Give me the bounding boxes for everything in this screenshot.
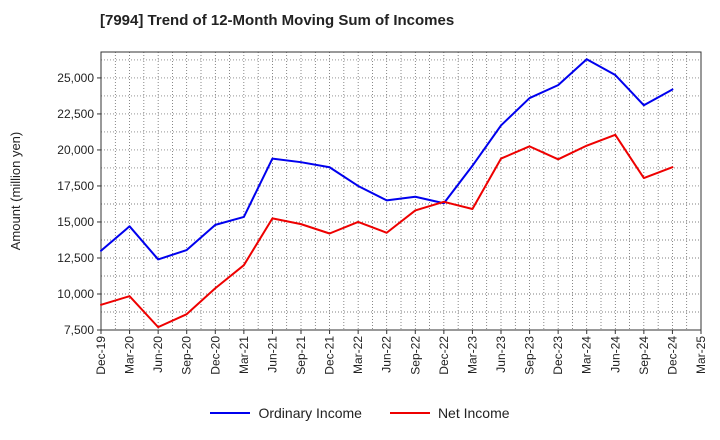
y-tick-label: 7,500: [64, 323, 94, 337]
y-tick-label: 10,000: [57, 287, 94, 301]
x-tick-label: Jun-22: [380, 336, 394, 373]
x-tick-label: Jun-20: [151, 336, 165, 373]
legend-swatch-ordinary-income: [210, 412, 251, 414]
x-tick-label: Dec-20: [208, 336, 222, 375]
x-tick-label: Dec-21: [323, 336, 337, 375]
y-tick-label: 25,000: [57, 71, 94, 85]
x-tick-label: Sep-20: [180, 336, 194, 375]
legend-label-ordinary-income: Ordinary Income: [258, 405, 362, 421]
y-tick-label: 12,500: [57, 251, 94, 265]
y-tick-label: 15,000: [57, 215, 94, 229]
x-tick-label: Mar-20: [123, 336, 137, 374]
x-tick-label: Jun-24: [608, 336, 622, 373]
x-tick-label: Dec-19: [94, 336, 108, 375]
legend-item-net-income: Net Income: [389, 405, 510, 421]
y-tick-label: 22,500: [57, 107, 94, 121]
x-tick-label: Mar-24: [580, 336, 594, 374]
x-tick-label: Mar-22: [351, 336, 365, 374]
y-axis-label: Amount (million yen): [8, 132, 23, 251]
y-tick-label: 17,500: [57, 179, 94, 193]
x-tick-label: Dec-22: [437, 336, 451, 375]
x-tick-label: Sep-22: [408, 336, 422, 375]
x-tick-label: Jun-21: [265, 336, 279, 373]
x-tick-label: Dec-24: [665, 336, 679, 375]
x-tick-label: Sep-23: [523, 336, 537, 375]
x-tick-label: Mar-25: [694, 336, 708, 374]
legend-label-net-income: Net Income: [437, 405, 510, 421]
x-tick-label: Dec-23: [551, 336, 565, 375]
legend-swatch-net-income: [389, 412, 430, 414]
x-tick-label: Sep-24: [637, 336, 651, 375]
x-tick-label: Jun-23: [494, 336, 508, 373]
x-tick-label: Sep-21: [294, 336, 308, 375]
x-tick-label: Mar-21: [237, 336, 251, 374]
y-tick-label: 20,000: [57, 143, 94, 157]
legend: Ordinary Income Net Income: [0, 405, 720, 421]
x-tick-label: Mar-23: [465, 336, 479, 374]
plot-frame: [100, 51, 702, 331]
legend-item-ordinary-income: Ordinary Income: [210, 405, 362, 421]
chart-title: [7994] Trend of 12-Month Moving Sum of I…: [100, 12, 455, 29]
